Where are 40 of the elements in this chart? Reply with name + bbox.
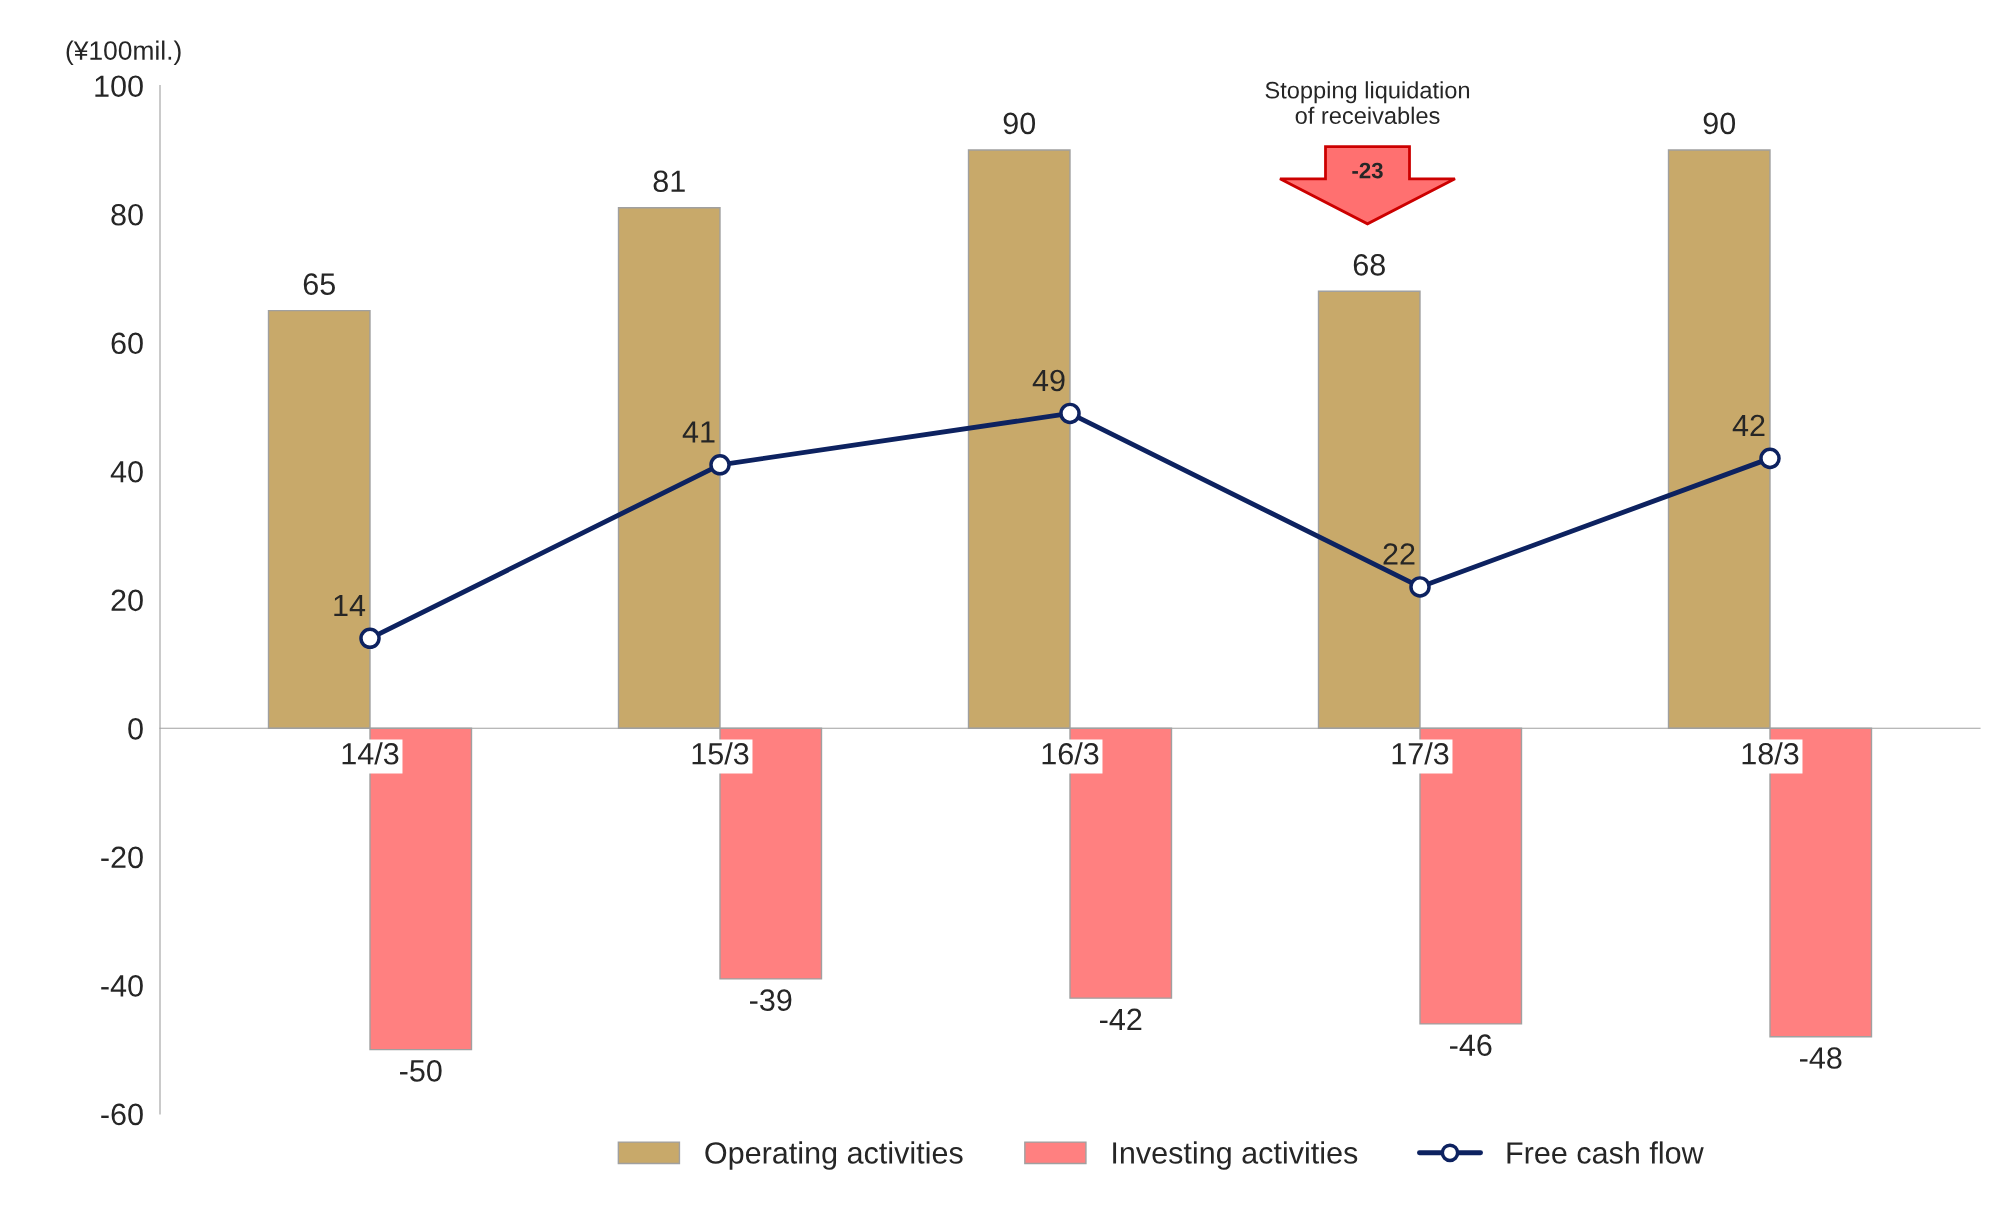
point (1059, 402, 1081, 425)
data-label: -42 (1100, 1008, 1142, 1030)
y-tick-label: -60 (101, 1103, 143, 1126)
y-tick-label: 80 (111, 203, 143, 226)
data-label: -50 (400, 1060, 442, 1082)
legend-label: Free cash flow (1507, 1141, 1704, 1164)
legend-label: Investing activities (1113, 1141, 1358, 1170)
y-tick-label: -40 (101, 975, 143, 997)
data-label: 22 (1383, 543, 1415, 565)
x-tick-label: 18/3 (1742, 742, 1799, 765)
point (1409, 576, 1431, 598)
data-label: -46 (1450, 1034, 1492, 1056)
y-tick-label: 100 (95, 75, 143, 98)
annotation: -23 (1352, 162, 1383, 179)
data-label: 14 (334, 594, 366, 616)
data-label: -48 (1800, 1047, 1842, 1069)
data-label: 65 (303, 273, 335, 295)
point (359, 627, 381, 650)
data-label: 81 (653, 170, 685, 193)
y-tick-label: 60 (111, 332, 143, 355)
x-tick-label: 16/3 (1042, 742, 1099, 765)
data-label: 68 (1353, 254, 1385, 276)
data-label: 42 (1732, 414, 1765, 436)
data-label: 41 (682, 421, 715, 443)
annotation: Stopping liquidation of receivables (1265, 81, 1470, 125)
data-label: 90 (1703, 112, 1736, 135)
y-tick-label: 40 (110, 460, 143, 483)
legend-label: Operating activities (705, 1141, 963, 1170)
x-tick-label: 15/3 (692, 742, 749, 765)
y-tick-label: -20 (101, 846, 143, 869)
data-label: -39 (750, 989, 792, 1011)
data-label: 49 (1032, 369, 1065, 392)
y-axis-title: (¥100mil.) (66, 40, 181, 66)
point (1759, 447, 1781, 470)
y-tick-label: 20 (111, 589, 143, 612)
y-tick-label: 0 (128, 718, 143, 740)
x-tick-label: 17/3 (1392, 742, 1449, 765)
point (709, 454, 731, 476)
data-label: 90 (1003, 112, 1036, 135)
x-tick-label: 14/3 (342, 742, 399, 765)
